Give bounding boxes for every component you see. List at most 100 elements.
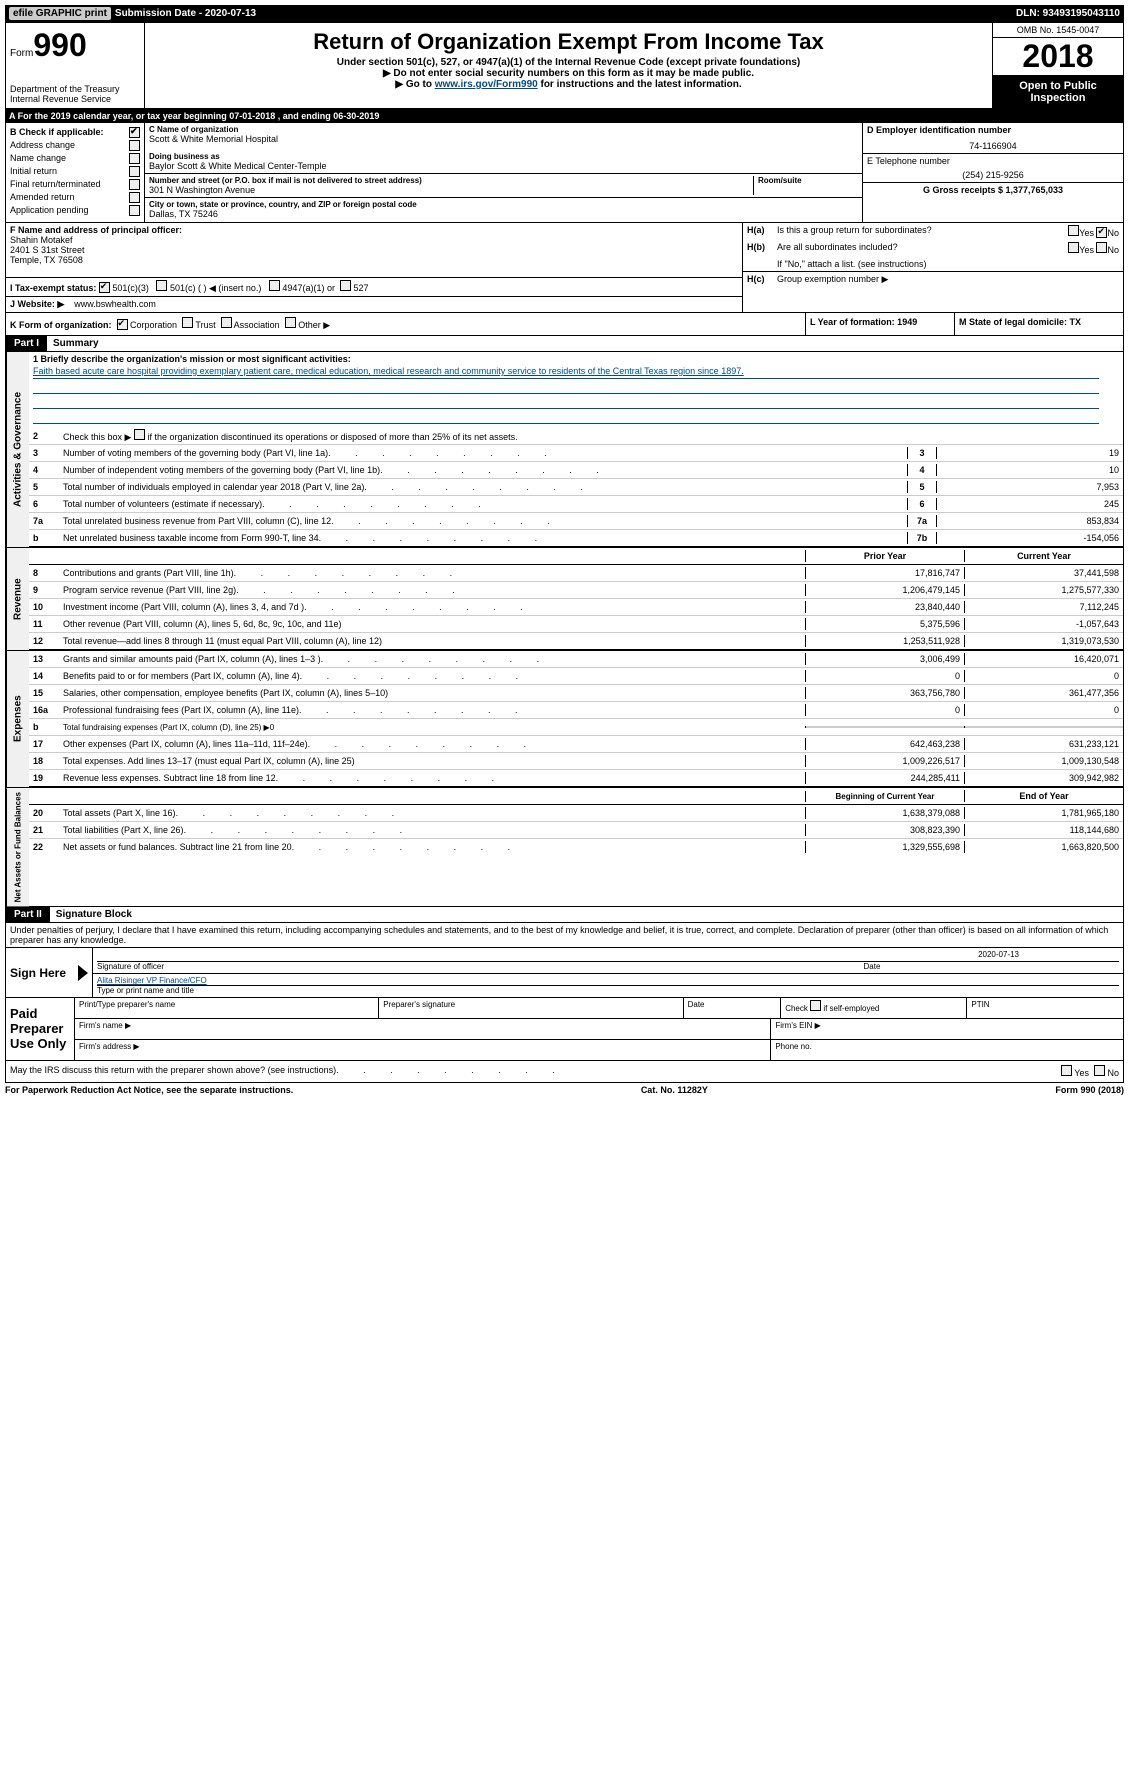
line22: Net assets or fund balances. Subtract li… (61, 841, 805, 853)
line8: Contributions and grants (Part VIII, lin… (61, 567, 805, 579)
footer-mid: Cat. No. 11282Y (641, 1085, 708, 1095)
line5: Total number of individuals employed in … (61, 481, 907, 493)
f-name: Shahin Motakef (10, 235, 738, 245)
cb-hb-no[interactable] (1096, 242, 1107, 253)
cb-ha-no[interactable] (1096, 227, 1107, 238)
c10: 7,112,245 (964, 601, 1123, 613)
p21: 308,823,390 (805, 824, 964, 836)
form-title: Return of Organization Exempt From Incom… (149, 29, 988, 55)
cb-irs-no[interactable] (1094, 1065, 1105, 1076)
cb-self[interactable] (810, 1000, 821, 1011)
note2-post: for instructions and the latest informat… (538, 79, 742, 90)
line16b: Total fundraising expenses (Part IX, col… (61, 722, 805, 733)
footer-left: For Paperwork Reduction Act Notice, see … (5, 1085, 293, 1095)
ein: 74-1166904 (867, 141, 1119, 151)
cb-assoc[interactable] (221, 317, 232, 328)
c8: 37,441,598 (964, 567, 1123, 579)
cb-line2[interactable] (134, 429, 145, 440)
cb-4947[interactable] (269, 280, 280, 291)
hc-label: H(c) (747, 274, 777, 285)
p17: 642,463,238 (805, 738, 964, 750)
cb-amended[interactable] (129, 192, 140, 203)
hc-text: Group exemption number ▶ (777, 274, 888, 285)
cb-final[interactable] (129, 179, 140, 190)
c-label: C Name of organization (149, 125, 858, 134)
d-label: D Employer identification number (867, 125, 1119, 135)
summary-rev: Revenue Prior YearCurrent Year 8Contribu… (5, 548, 1124, 651)
line17: Other expenses (Part IX, column (A), lin… (61, 738, 805, 750)
may-irs-row: May the IRS discuss this return with the… (5, 1061, 1124, 1083)
cb-hb-yes[interactable] (1068, 242, 1079, 253)
form-header: Form990 Department of the Treasury Inter… (5, 22, 1124, 109)
may-irs: May the IRS discuss this return with the… (10, 1065, 1061, 1078)
form-subtitle: Under section 501(c), 527, or 4947(a)(1)… (149, 57, 988, 68)
line19: Revenue less expenses. Subtract line 18 … (61, 772, 805, 784)
cb-ha-yes[interactable] (1068, 225, 1079, 236)
ha-label: H(a) (747, 225, 777, 238)
p14: 0 (805, 670, 964, 682)
p10: 23,840,440 (805, 601, 964, 613)
mission: Faith based acute care hospital providin… (33, 366, 1099, 379)
c17: 631,233,121 (964, 738, 1123, 750)
cb-501c3[interactable] (99, 282, 110, 293)
p11: 5,375,596 (805, 618, 964, 630)
cb-other[interactable] (285, 317, 296, 328)
cb-irs-yes[interactable] (1061, 1065, 1072, 1076)
part2-label: Part II (6, 907, 50, 922)
cb-name[interactable] (129, 153, 140, 164)
org-name: Scott & White Memorial Hospital (149, 134, 858, 144)
cb-trust[interactable] (182, 317, 193, 328)
line21: Total liabilities (Part X, line 26) (61, 824, 805, 836)
f-addr2: Temple, TX 76508 (10, 255, 738, 265)
line20: Total assets (Part X, line 16) (61, 807, 805, 819)
signature-block: Under penalties of perjury, I declare th… (5, 923, 1124, 1061)
c15: 361,477,356 (964, 687, 1123, 699)
cb-initial[interactable] (129, 166, 140, 177)
dba-label: Doing business as (149, 152, 858, 161)
summary-ag: Activities & Governance 1 Briefly descri… (5, 352, 1124, 548)
opt2: 501(c) ( ) ◀ (insert no.) (170, 283, 261, 293)
row-a: A For the 2019 calendar year, or tax yea… (5, 109, 1124, 123)
k-label: K Form of organization: (10, 320, 112, 330)
sig-officer: Signature of officer (97, 962, 864, 971)
cb-527[interactable] (340, 280, 351, 291)
summary-exp: Expenses 13Grants and similar amounts pa… (5, 651, 1124, 788)
v7a: 853,834 (936, 515, 1123, 527)
efile-btn[interactable]: efile GRAPHIC print (9, 7, 111, 20)
p18: 1,009,226,517 (805, 755, 964, 767)
checkbox-applicable[interactable] (129, 127, 140, 138)
line15: Salaries, other compensation, employee b… (61, 687, 805, 699)
i-label: I Tax-exempt status: (10, 283, 96, 293)
line9: Program service revenue (Part VIII, line… (61, 584, 805, 596)
ptin: PTIN (967, 998, 1123, 1018)
part1-label: Part I (6, 336, 47, 351)
vtab-exp: Expenses (6, 651, 29, 787)
l-label: L Year of formation: 1949 (810, 317, 917, 327)
cb-pending[interactable] (129, 205, 140, 216)
c12: 1,319,073,530 (964, 635, 1123, 647)
city-label: City or town, state or province, country… (149, 200, 858, 209)
footer: For Paperwork Reduction Act Notice, see … (5, 1083, 1124, 1097)
section-f-h: F Name and address of principal officer:… (5, 223, 1124, 313)
c20: 1,781,965,180 (964, 807, 1123, 819)
irs-link[interactable]: www.irs.gov/Form990 (435, 79, 538, 90)
omb: OMB No. 1545-0047 (993, 23, 1123, 38)
v7b: -154,056 (936, 532, 1123, 544)
prep-sig: Preparer's signature (379, 998, 683, 1018)
final-return: Final return/terminated (10, 179, 101, 190)
vtab-net: Net Assets or Fund Balances (6, 788, 29, 906)
name-change: Name change (10, 153, 66, 164)
line1-label: 1 Briefly describe the organization's mi… (33, 354, 1119, 364)
addr-label: Number and street (or P.O. box if mail i… (149, 176, 753, 185)
p15: 363,756,780 (805, 687, 964, 699)
addr-change: Address change (10, 140, 75, 151)
cb-501c[interactable] (156, 280, 167, 291)
cb-corp[interactable] (117, 319, 128, 330)
v3: 19 (936, 447, 1123, 459)
m-label: M State of legal domicile: TX (959, 317, 1081, 327)
vtab-rev: Revenue (6, 548, 29, 650)
line2: Check this box ▶ if the organization dis… (63, 432, 518, 442)
cb-addr[interactable] (129, 140, 140, 151)
col-begin: Beginning of Current Year (805, 791, 964, 802)
c13: 16,420,071 (964, 653, 1123, 665)
